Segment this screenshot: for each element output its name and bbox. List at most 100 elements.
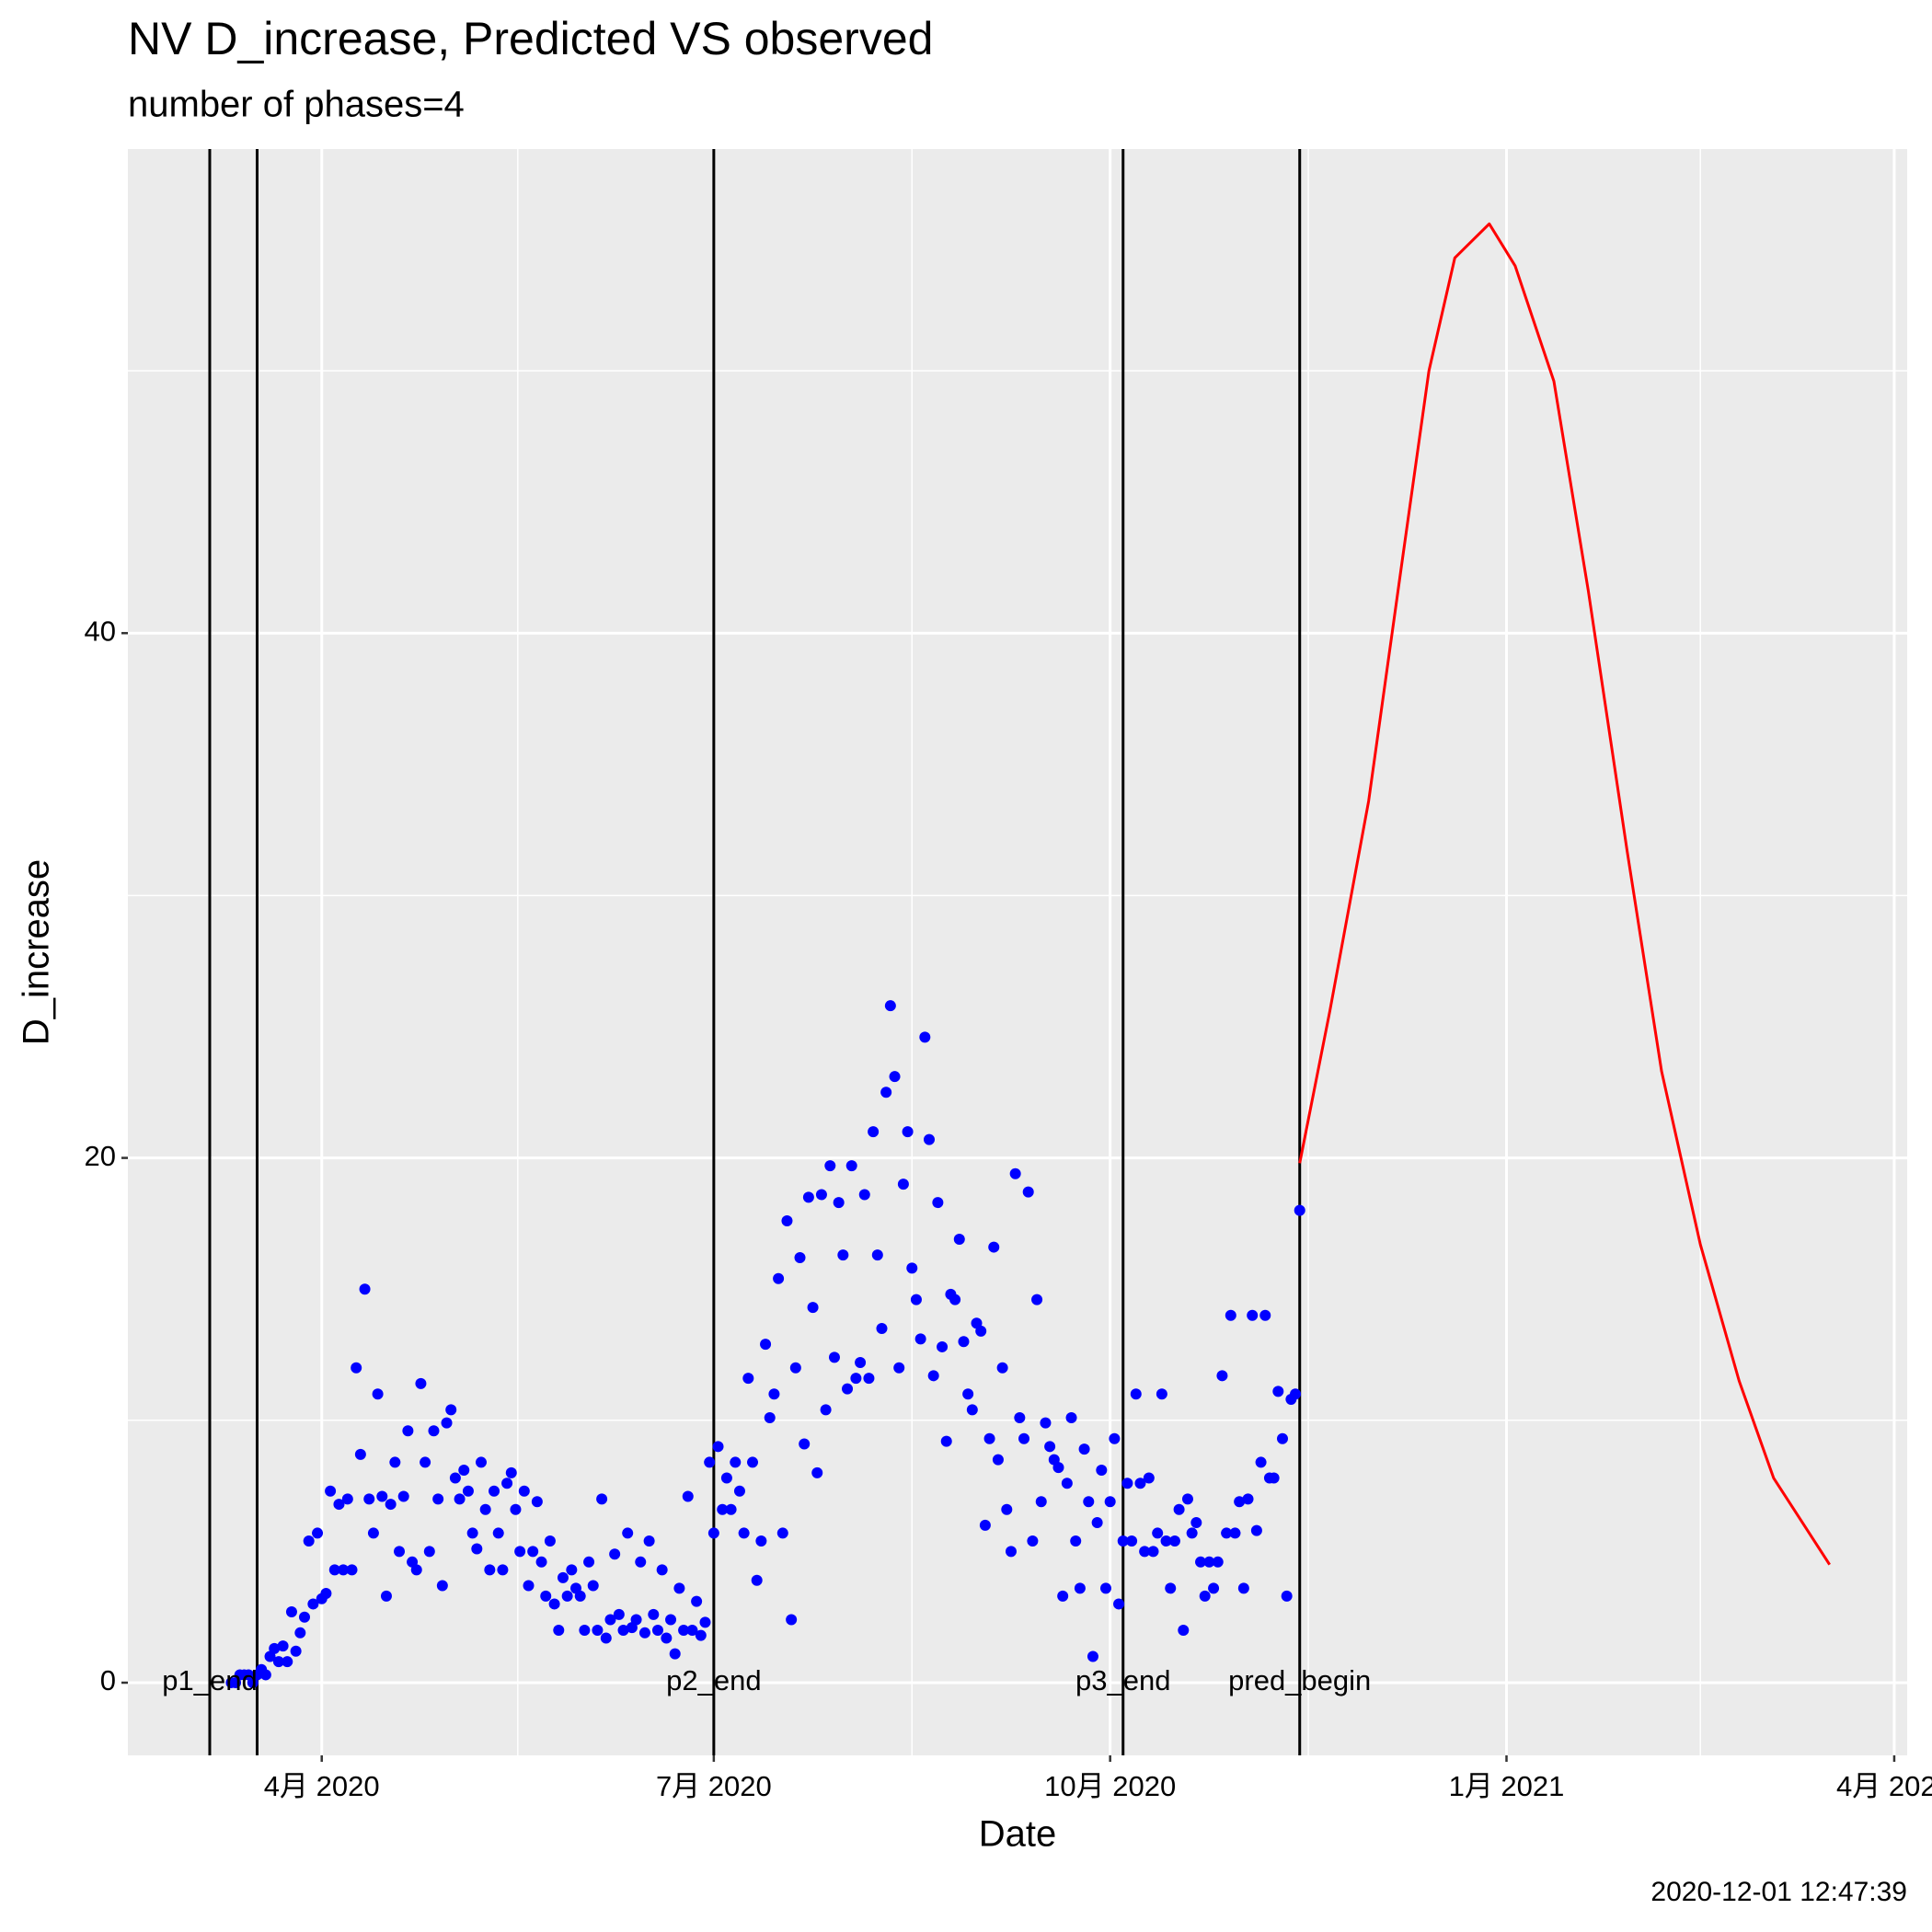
y-tick-label: 20: [85, 1140, 116, 1172]
point: [1005, 1546, 1017, 1558]
x-tick-label: 10月 2020: [1044, 1770, 1176, 1802]
point: [596, 1493, 608, 1505]
point: [1272, 1386, 1284, 1397]
point: [1229, 1527, 1241, 1539]
x-tick-label: 4月 2020: [264, 1770, 380, 1802]
point: [527, 1546, 539, 1558]
point: [643, 1535, 655, 1547]
point: [824, 1160, 836, 1172]
point: [454, 1493, 466, 1505]
point: [372, 1388, 384, 1400]
phase-label: pred_begin: [1228, 1664, 1371, 1696]
point: [1134, 1478, 1146, 1489]
point: [557, 1571, 569, 1583]
point: [544, 1535, 556, 1547]
point: [1190, 1517, 1202, 1529]
point: [691, 1595, 703, 1607]
point: [924, 1133, 936, 1145]
point: [1247, 1309, 1259, 1321]
point: [1052, 1462, 1064, 1474]
point: [699, 1616, 711, 1628]
point: [733, 1485, 745, 1497]
point: [510, 1503, 522, 1515]
point: [638, 1627, 650, 1639]
point: [535, 1556, 547, 1568]
point: [1195, 1556, 1207, 1568]
point: [1259, 1309, 1271, 1321]
point: [363, 1493, 375, 1505]
point: [600, 1632, 612, 1644]
point: [269, 1642, 281, 1654]
point: [1250, 1524, 1262, 1536]
point: [1001, 1503, 1013, 1515]
x-tick-label: 4月 2021: [1836, 1770, 1932, 1802]
point: [630, 1614, 642, 1626]
point: [574, 1590, 586, 1602]
point: [1208, 1582, 1220, 1594]
point: [583, 1556, 595, 1568]
point: [786, 1614, 798, 1626]
point: [673, 1582, 685, 1594]
point: [669, 1648, 681, 1660]
point: [902, 1126, 914, 1138]
point: [1009, 1167, 1021, 1179]
point: [858, 1189, 870, 1201]
point: [1225, 1309, 1236, 1321]
point: [402, 1425, 414, 1437]
point: [531, 1496, 543, 1508]
point: [1173, 1503, 1185, 1515]
point: [1018, 1432, 1030, 1444]
point: [742, 1373, 754, 1385]
y-tick-label: 40: [85, 615, 116, 647]
point: [579, 1624, 591, 1636]
point: [717, 1503, 729, 1515]
x-tick-label: 7月 2020: [656, 1770, 772, 1802]
point: [712, 1441, 724, 1453]
point: [1057, 1590, 1069, 1602]
point: [497, 1564, 509, 1576]
point: [609, 1548, 621, 1560]
point: [837, 1249, 849, 1261]
point: [338, 1564, 350, 1576]
y-axis-title: D_increase: [17, 859, 57, 1045]
point: [561, 1590, 573, 1602]
point: [1035, 1496, 1047, 1508]
point: [1113, 1598, 1125, 1610]
point: [303, 1535, 315, 1547]
point: [458, 1464, 470, 1476]
point: [445, 1404, 457, 1416]
point: [333, 1499, 345, 1511]
point: [983, 1432, 995, 1444]
point: [259, 1669, 271, 1681]
line: [1298, 222, 1831, 1566]
point: [604, 1614, 616, 1626]
point: [290, 1645, 302, 1657]
point: [635, 1556, 647, 1568]
point: [1186, 1527, 1198, 1539]
point: [1255, 1456, 1267, 1468]
point: [1199, 1590, 1211, 1602]
point: [553, 1624, 565, 1636]
point: [919, 1031, 931, 1043]
point: [1203, 1556, 1215, 1568]
point: [760, 1339, 772, 1351]
x-axis-title: Date: [979, 1814, 1057, 1855]
point: [462, 1485, 474, 1497]
point: [1078, 1443, 1090, 1455]
point: [489, 1485, 500, 1497]
point: [1216, 1370, 1228, 1382]
point: [423, 1546, 435, 1558]
point: [351, 1362, 362, 1374]
point: [294, 1627, 306, 1639]
point: [1083, 1496, 1095, 1508]
point: [622, 1527, 634, 1539]
point: [282, 1656, 293, 1668]
point: [828, 1351, 840, 1363]
point: [850, 1373, 862, 1385]
point: [1126, 1535, 1138, 1547]
point: [1065, 1411, 1077, 1423]
point: [505, 1466, 517, 1478]
point: [988, 1241, 1000, 1253]
point: [910, 1294, 922, 1305]
point: [815, 1189, 827, 1201]
